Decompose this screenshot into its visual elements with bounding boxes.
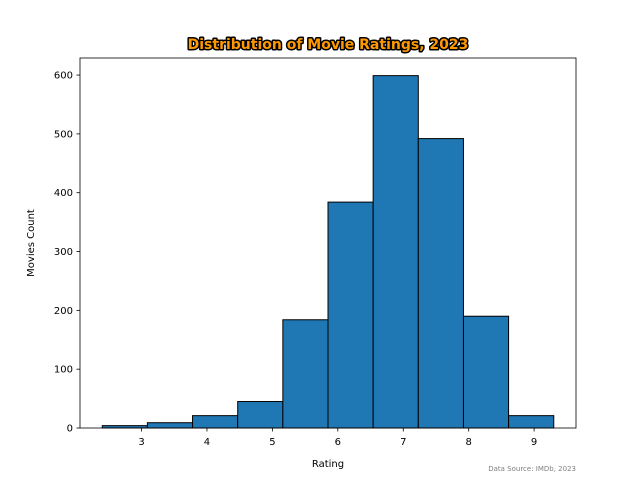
x-tick-label: 3 (138, 437, 144, 448)
y-tick-label: 200 (54, 306, 73, 317)
chart-title: Distribution of Movie Ratings, 2023 (188, 37, 469, 53)
x-axis-ticks: 3 4 5 6 7 8 9 (138, 428, 537, 448)
x-tick-label: 4 (204, 437, 210, 448)
y-tick-label: 0 (67, 424, 73, 435)
y-tick-label: 300 (54, 247, 73, 258)
y-axis-ticks: 0 100 200 300 400 500 600 (54, 71, 80, 435)
x-tick-label: 5 (269, 437, 275, 448)
histogram-bar-8 (417, 138, 464, 429)
x-tick-label: 7 (400, 437, 406, 448)
histogram-bar-4 (237, 401, 284, 429)
bars-group (101, 75, 555, 429)
histogram-bar-3 (192, 415, 239, 429)
x-tick-label: 8 (465, 437, 471, 448)
y-axis-label: Movies Count (26, 209, 37, 277)
histogram-bar-10 (508, 415, 555, 429)
x-axis-label: Rating (312, 459, 344, 470)
histogram-bar-2 (146, 422, 194, 429)
histogram-bar-6 (327, 201, 374, 429)
x-tick-label: 6 (335, 437, 341, 448)
histogram-bar-7 (372, 75, 419, 429)
y-tick-label: 400 (54, 188, 73, 199)
x-tick-label: 9 (531, 437, 537, 448)
y-tick-label: 600 (54, 71, 73, 82)
histogram-bar-9 (462, 315, 510, 429)
plot-frame (79, 57, 577, 429)
histogram-bar-5 (282, 319, 329, 429)
data-source-note: Data Source: IMDb, 2023 (488, 465, 576, 473)
y-tick-label: 100 (54, 365, 73, 376)
y-tick-label: 500 (54, 129, 73, 140)
